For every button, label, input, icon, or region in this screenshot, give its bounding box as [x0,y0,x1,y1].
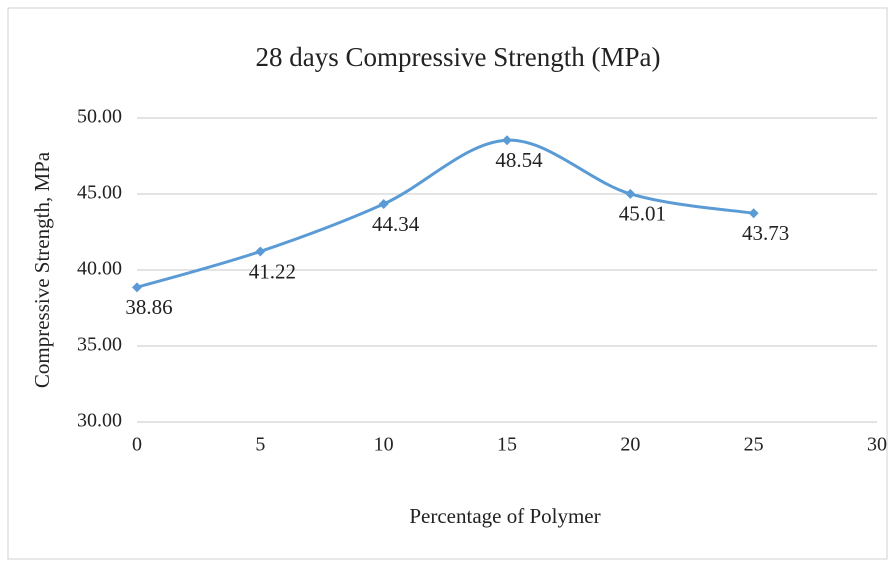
chart-border [7,7,888,560]
data-label: 44.34 [372,212,420,236]
x-tick-label: 30 [867,434,887,456]
y-tick-label: 30.00 [77,410,122,432]
y-axis-label: Compressive Strength, MPa [30,151,54,388]
y-tick-label: 40.00 [77,258,122,280]
y-tick-label: 35.00 [77,334,122,356]
data-label: 41.22 [249,259,296,283]
marker [255,246,266,257]
marker [625,188,636,199]
x-tick-label: 5 [255,434,265,456]
x-tick-label: 20 [620,434,640,456]
marker [502,135,512,146]
x-tick-label: 0 [132,434,142,456]
chart-title: 28 days Compressive Strength (MPa) [256,42,661,72]
x-axis-label: Percentage of Polymer [409,504,600,528]
marker [748,208,759,219]
data-label: 38.86 [125,295,172,319]
x-tick-label: 25 [744,434,764,456]
y-tick-label: 50.00 [77,106,122,128]
line [136,138,754,289]
marker [132,282,142,293]
marker [378,199,389,210]
y-tick-label: 45.00 [77,182,122,204]
data-label: 48.54 [495,148,543,172]
data-label: 45.01 [619,202,666,226]
x-tick-label: 10 [374,434,394,456]
data-label: 43.73 [742,221,789,245]
x-tick-label: 15 [497,434,517,456]
